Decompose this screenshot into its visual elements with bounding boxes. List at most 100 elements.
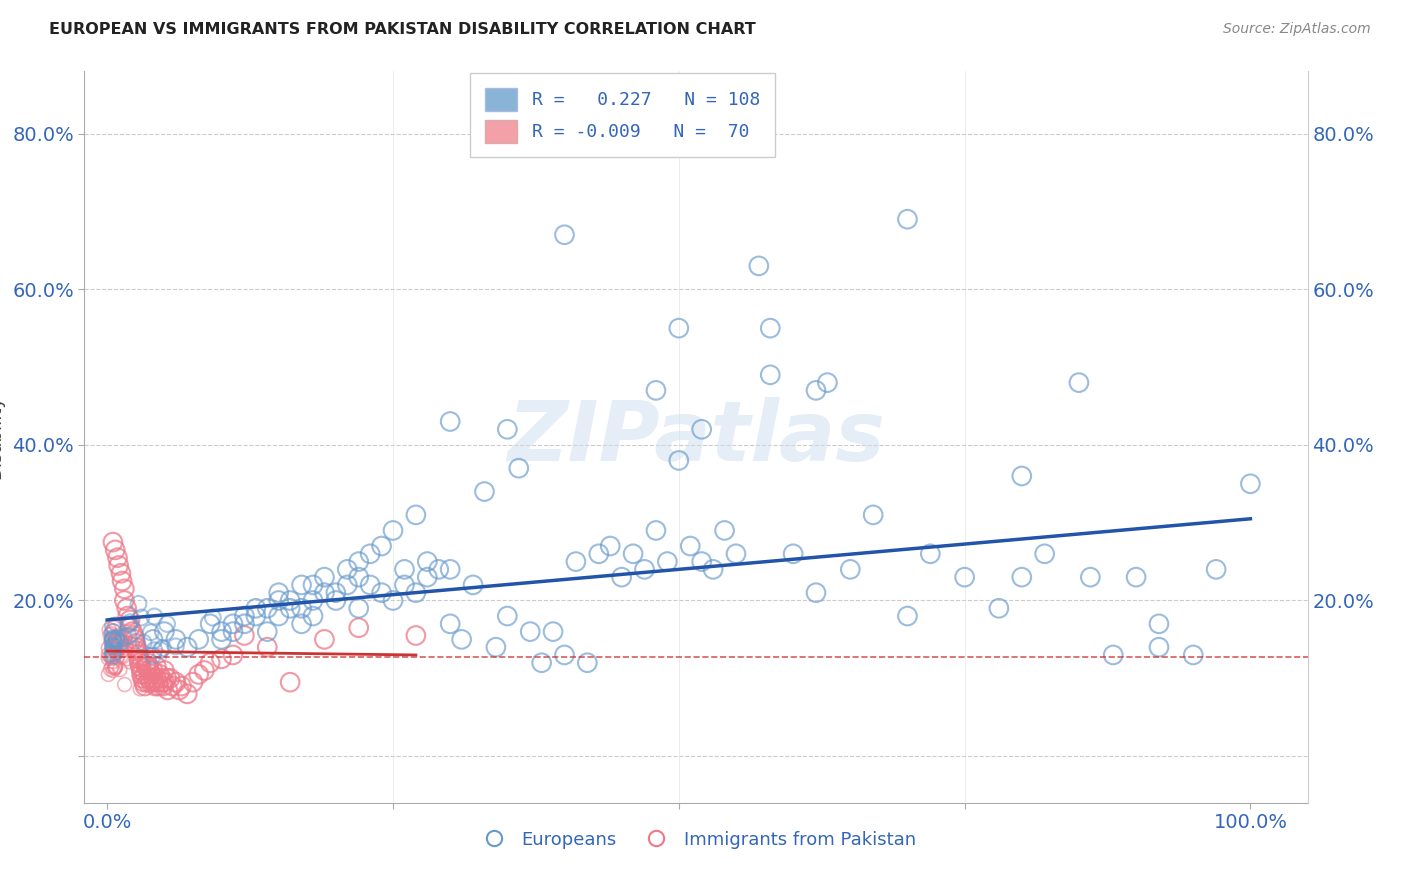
Point bbox=[100, 651, 122, 665]
Point bbox=[953, 570, 976, 584]
Point bbox=[394, 562, 416, 576]
Point bbox=[143, 679, 166, 693]
Point bbox=[101, 648, 124, 663]
Point bbox=[347, 621, 370, 635]
Point bbox=[233, 628, 256, 642]
Point bbox=[1102, 648, 1125, 662]
Point bbox=[152, 679, 174, 693]
Point bbox=[114, 643, 136, 657]
Point bbox=[104, 641, 127, 656]
Point bbox=[267, 593, 290, 607]
Point bbox=[98, 649, 121, 664]
Point bbox=[117, 609, 139, 624]
Point bbox=[97, 648, 120, 662]
Point bbox=[156, 683, 179, 698]
Point bbox=[439, 616, 461, 631]
Point bbox=[314, 570, 336, 584]
Point bbox=[1205, 562, 1227, 576]
Point bbox=[416, 555, 439, 569]
Point bbox=[724, 547, 747, 561]
Point bbox=[127, 648, 149, 662]
Point bbox=[325, 593, 347, 607]
Point bbox=[132, 635, 155, 649]
Point bbox=[576, 656, 599, 670]
Point bbox=[314, 632, 336, 647]
Point bbox=[101, 625, 124, 640]
Point bbox=[132, 675, 155, 690]
Point bbox=[138, 659, 160, 673]
Point bbox=[108, 636, 131, 650]
Point bbox=[104, 635, 127, 649]
Point bbox=[370, 585, 392, 599]
Point bbox=[162, 679, 184, 693]
Point bbox=[120, 621, 142, 635]
Point bbox=[621, 547, 644, 561]
Point bbox=[105, 632, 128, 646]
Point bbox=[128, 656, 150, 670]
Point bbox=[104, 660, 127, 674]
Point bbox=[336, 562, 359, 576]
Point bbox=[862, 508, 884, 522]
Point bbox=[187, 667, 209, 681]
Point bbox=[98, 628, 121, 642]
Point bbox=[633, 562, 655, 576]
Point bbox=[759, 321, 782, 335]
Point bbox=[97, 667, 120, 681]
Point bbox=[112, 593, 135, 607]
Point bbox=[987, 601, 1010, 615]
Point bbox=[668, 321, 690, 335]
Point bbox=[129, 681, 152, 696]
Point bbox=[519, 624, 541, 639]
Point bbox=[97, 641, 120, 656]
Point bbox=[690, 555, 713, 569]
Point bbox=[222, 648, 245, 662]
Point bbox=[233, 609, 256, 624]
Point bbox=[107, 550, 129, 565]
Point bbox=[115, 640, 138, 655]
Point bbox=[256, 640, 278, 655]
Point bbox=[105, 633, 128, 648]
Point bbox=[181, 675, 204, 690]
Point bbox=[1011, 469, 1033, 483]
Point bbox=[105, 646, 128, 660]
Point bbox=[146, 675, 169, 690]
Point bbox=[817, 376, 839, 390]
Point bbox=[105, 632, 128, 647]
Point bbox=[245, 609, 267, 624]
Point bbox=[530, 656, 553, 670]
Point bbox=[110, 648, 132, 663]
Point bbox=[702, 562, 724, 576]
Point bbox=[117, 628, 139, 642]
Point bbox=[193, 664, 215, 678]
Point bbox=[427, 562, 450, 576]
Point bbox=[198, 656, 221, 670]
Point bbox=[211, 624, 233, 639]
Point bbox=[302, 593, 325, 607]
Point bbox=[145, 671, 167, 685]
Point bbox=[165, 640, 187, 654]
Point bbox=[115, 601, 138, 615]
Point bbox=[170, 679, 193, 693]
Point bbox=[100, 662, 122, 676]
Point bbox=[136, 656, 159, 670]
Point bbox=[359, 578, 381, 592]
Point bbox=[105, 650, 128, 665]
Point bbox=[211, 632, 233, 647]
Point bbox=[107, 642, 129, 657]
Point bbox=[105, 639, 128, 653]
Point bbox=[103, 624, 125, 638]
Point bbox=[118, 617, 141, 632]
Point bbox=[176, 640, 198, 655]
Point bbox=[804, 384, 827, 398]
Point bbox=[782, 547, 804, 561]
Point bbox=[541, 624, 564, 639]
Point bbox=[103, 640, 125, 654]
Point bbox=[143, 643, 166, 657]
Point bbox=[599, 539, 621, 553]
Point bbox=[439, 415, 461, 429]
Point bbox=[143, 675, 166, 690]
Point bbox=[97, 651, 120, 665]
Point bbox=[553, 648, 575, 662]
Point bbox=[405, 508, 427, 522]
Point bbox=[111, 649, 134, 664]
